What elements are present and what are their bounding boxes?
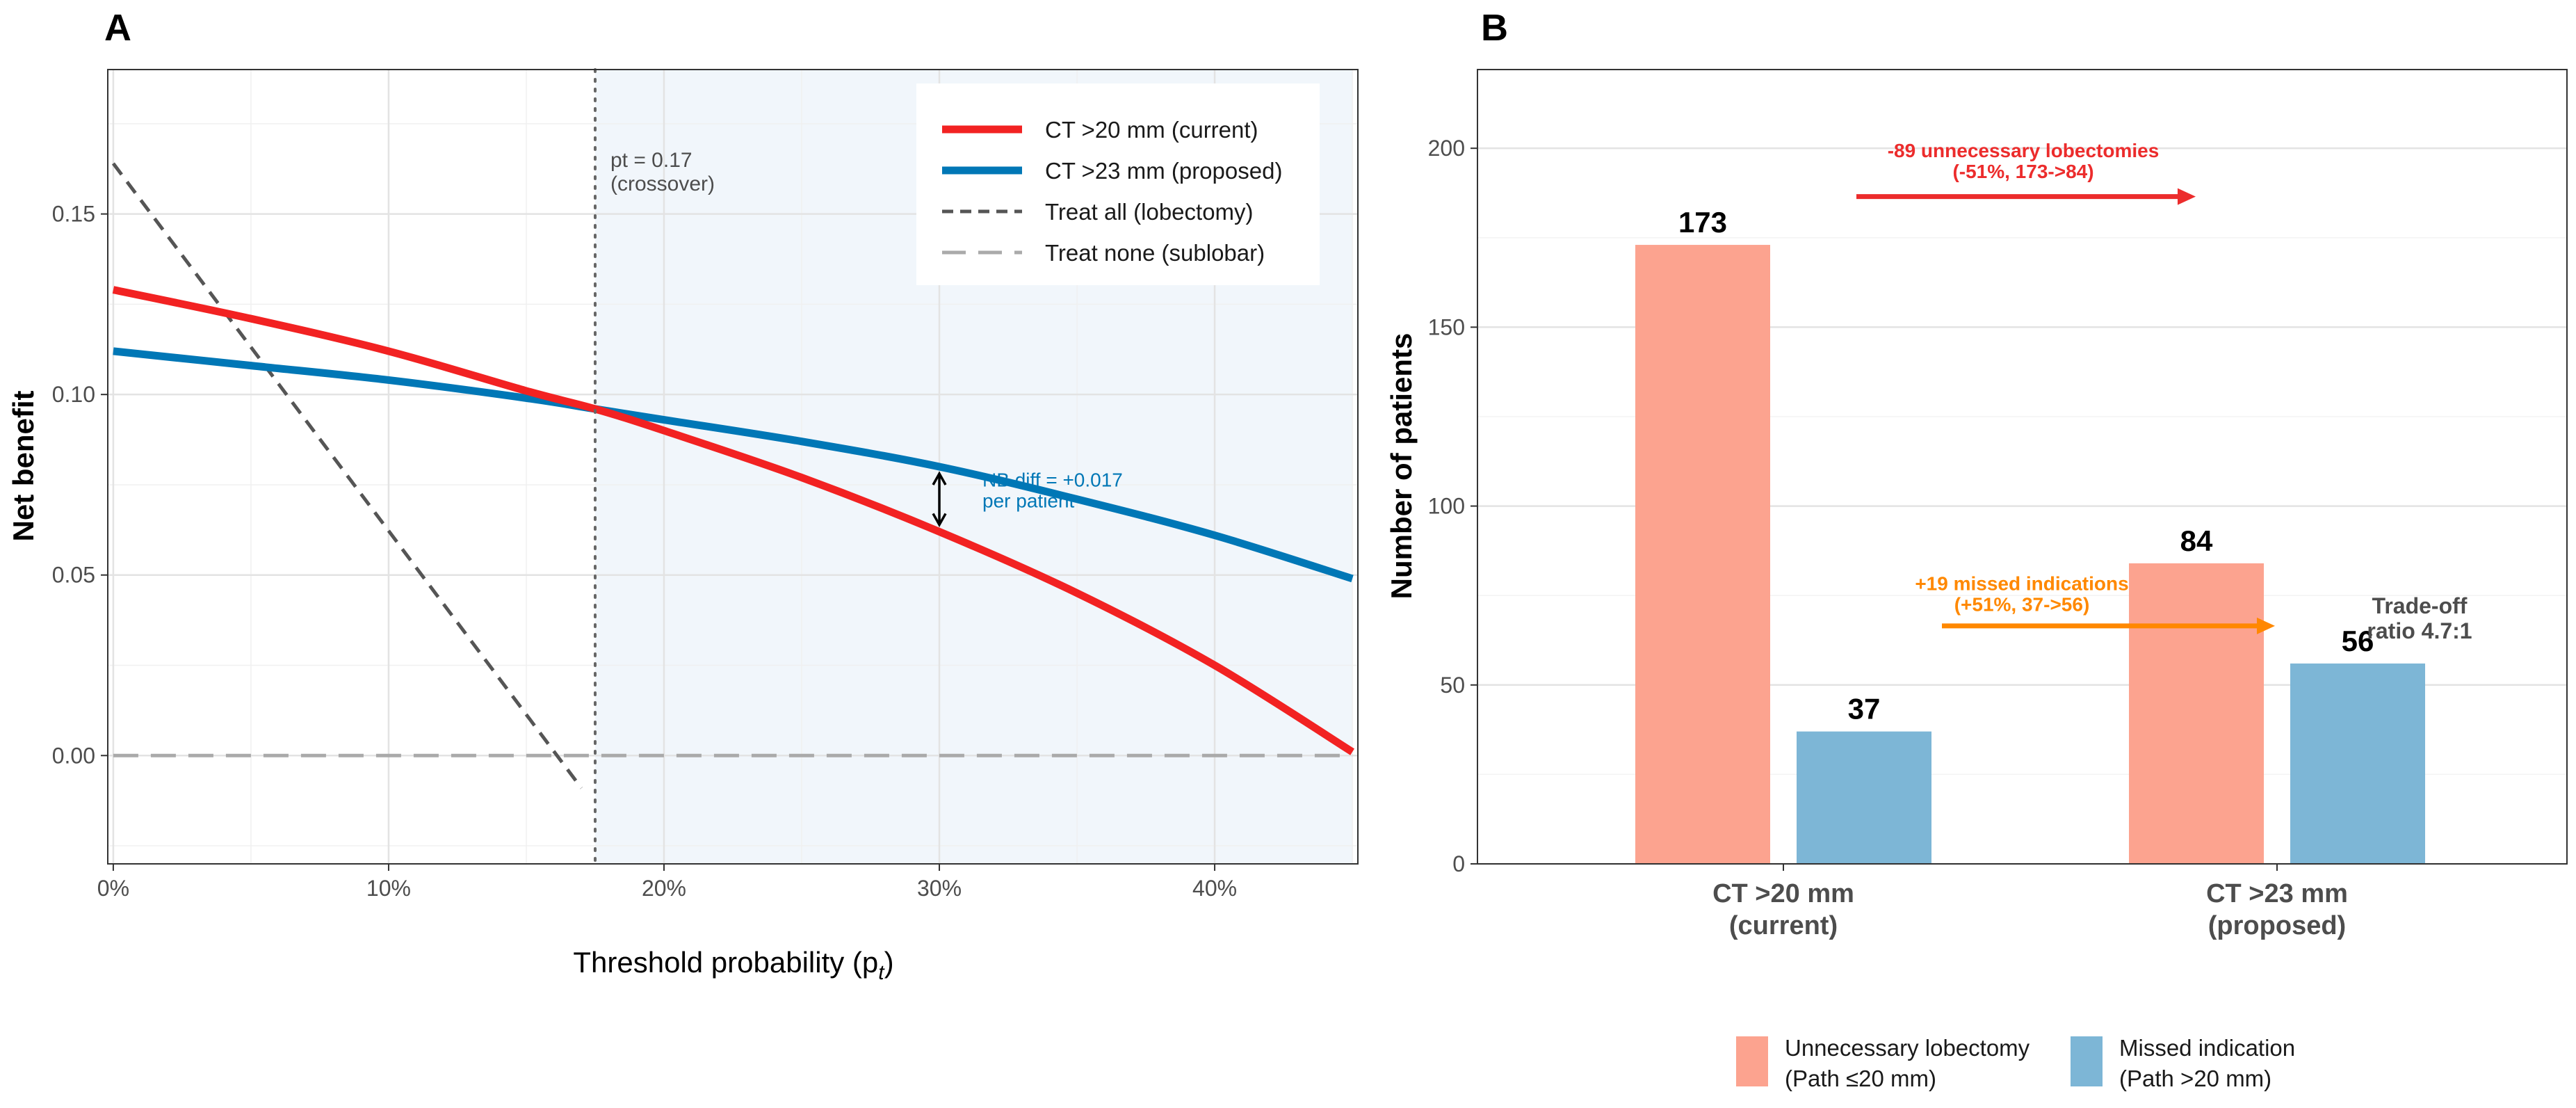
missed-arrow-head: [2257, 617, 2275, 634]
tradeoff-annotation-sub: ratio 4.7:1: [2367, 618, 2472, 643]
legend: Unnecessary lobectomy (Path ≤20 mm) Missed…: [1736, 1035, 2295, 1091]
legend-label: Treat all (lobectomy): [1045, 199, 1254, 225]
legend-label-sub: (Path >20 mm): [2119, 1066, 2271, 1091]
grid-minor: [108, 70, 1358, 864]
nb-diff-label: NB diff = +0.017: [982, 469, 1123, 491]
y-axis-title: Number of patients: [1385, 333, 1418, 600]
series-line-proposed: [113, 347, 1354, 583]
plot-border: [107, 69, 1359, 865]
series-line-current: [112, 286, 1355, 755]
x-category-label: CT >20 mm: [1712, 879, 1854, 908]
crossover-label: pt = 0.17: [610, 149, 692, 172]
x-category-label: CT >23 mm: [2206, 879, 2348, 908]
legend-label: CT >20 mm (current): [1045, 117, 1258, 143]
missed-annotation-sub: (+51%, 37->56): [1954, 593, 2090, 615]
nb-diff-label-sub: per patient: [982, 490, 1075, 512]
panel-a: A pt = 0.17 (crossover) NB diff = +0.017…: [7, 7, 1359, 984]
annotation-arrows: [1856, 188, 2275, 634]
nb-diff-head-top: [932, 471, 947, 485]
y-axis-title: Net benefit: [7, 390, 40, 541]
y-tick-label: 200: [1428, 136, 1465, 161]
lobectomy-arrow-head: [2178, 188, 2196, 205]
y-tick-label: 100: [1428, 494, 1465, 519]
legend-label: CT >23 mm (proposed): [1045, 158, 1282, 184]
tradeoff-annotation: Trade-off: [2372, 593, 2468, 618]
plot-border: [1477, 69, 2568, 865]
series-lines: [111, 162, 1355, 789]
y-tick-label: 0.00: [52, 743, 95, 768]
x-tick-label: 0%: [97, 876, 129, 901]
legend-label-sub: (Path ≤20 mm): [1785, 1066, 1936, 1091]
y-tick-label: 150: [1428, 314, 1465, 339]
legend-label: Missed indication: [2119, 1035, 2295, 1061]
nb-diff-arrow: [932, 471, 947, 528]
legend-key-0: [1736, 1036, 1768, 1086]
bar-data-label: 37: [1848, 693, 1881, 725]
bar-data-label: 173: [1678, 206, 1727, 239]
panel-a-letter: A: [104, 7, 131, 49]
bar-lobectomy: [2129, 563, 2264, 864]
bar-missed: [1797, 731, 1931, 864]
legend-label: Unnecessary lobectomy: [1785, 1035, 2030, 1061]
axis-ticks: 0% 10% 20% 30% 40% 0.00 0.05 0.10 0.15: [52, 202, 1237, 901]
lobectomy-annotation: -89 unnecessary lobectomies: [1888, 140, 2160, 161]
y-tick-label: 50: [1440, 673, 1465, 698]
x-axis-title: Threshold probability (pt): [573, 946, 893, 984]
nb-diff-head-bottom: [932, 513, 947, 528]
x-tick-label: 10%: [366, 876, 411, 901]
bar-missed: [2290, 663, 2425, 864]
bar-data-label: 56: [2342, 625, 2374, 657]
x-tick-label: 20%: [642, 876, 686, 901]
y-tick-label: 0: [1452, 851, 1465, 876]
axis-ticks: 0 50 100 150 200 CT >20 mm (current) CT >23 mm (…: [1428, 136, 2348, 940]
y-tick-label: 0.05: [52, 563, 95, 588]
crossover-label-sub: (crossover): [610, 172, 715, 195]
y-tick-label: 0.15: [52, 202, 95, 227]
series-line-treat-all: [111, 162, 583, 789]
x-category-label-sub: (proposed): [2208, 911, 2346, 940]
x-tick-label: 30%: [917, 876, 962, 901]
x-category-label-sub: (current): [1729, 911, 1838, 940]
bar-data-label: 84: [2180, 524, 2213, 557]
legend-label: Treat none (sublobar): [1045, 240, 1265, 266]
y-tick-label: 0.10: [52, 382, 95, 407]
bar-lobectomy: [1635, 245, 1770, 864]
lobectomy-annotation-sub: (-51%, 173->84): [1952, 161, 2093, 182]
x-tick-label: 40%: [1192, 876, 1237, 901]
bars: 173 37 84 56: [1635, 206, 2425, 864]
legend: CT >20 mm (current) CT >23 mm (proposed) T…: [916, 83, 1320, 285]
panel-b-letter: B: [1481, 7, 1508, 49]
missed-annotation: +19 missed indications: [1915, 572, 2128, 594]
legend-key-1: [2071, 1036, 2103, 1086]
